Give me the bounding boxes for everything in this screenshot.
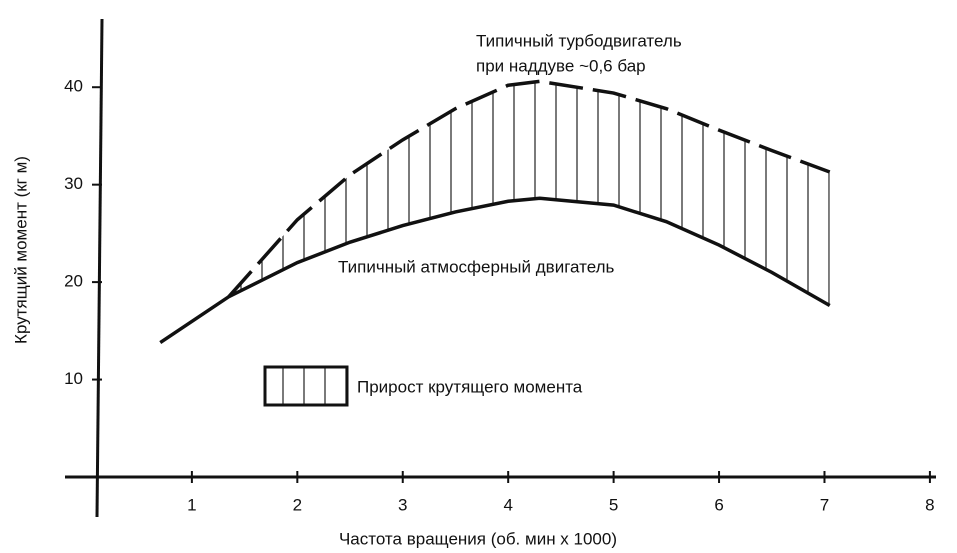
legend-label: Прирост крутящего момента: [357, 377, 583, 396]
line-series: [227, 79, 831, 298]
x-tick-label: 7: [820, 495, 829, 514]
y-tick-label: 40: [64, 77, 83, 96]
y-axis-title: Крутящий момент (кг м): [11, 156, 30, 344]
x-tick-label: 6: [714, 495, 723, 514]
x-tick-label: 3: [398, 495, 407, 514]
x-axis-title: Частота вращения (об. мин x 1000): [339, 529, 617, 548]
x-tick-label: 4: [503, 495, 512, 514]
series-label: Типичный турбодвигатель: [476, 31, 682, 50]
x-tick-label: 2: [293, 495, 302, 514]
y-tick-label: 30: [64, 174, 83, 193]
y-tick-label: 20: [64, 272, 83, 291]
series-label: при наддуве ~0,6 бар: [476, 56, 646, 75]
y-axis: [95, 18, 104, 518]
x-tick-label: 1: [187, 495, 196, 514]
line-series: [159, 196, 831, 344]
y-tick-label: 10: [64, 369, 83, 388]
gain-area: [228, 81, 830, 306]
x-tick-label: 5: [609, 495, 618, 514]
legend-swatch: [263, 365, 349, 407]
x-tick-label: 8: [925, 495, 934, 514]
series-label: Типичный атмосферный двигатель: [338, 257, 615, 276]
